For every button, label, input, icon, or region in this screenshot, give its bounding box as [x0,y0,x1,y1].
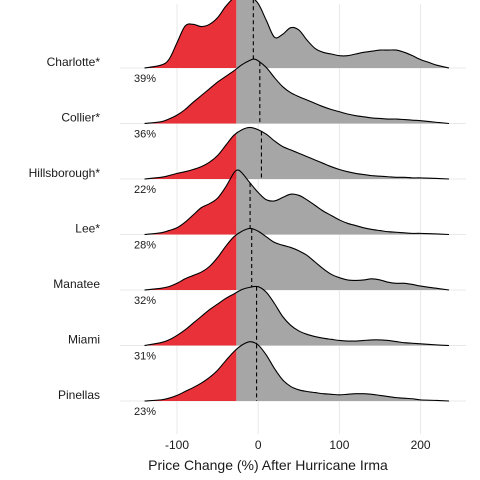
ridge-area-below-0 [144,0,237,68]
x-tick-label-100: 100 [329,438,349,452]
percent-label-6: 23% [134,406,156,418]
x-tick-label--100: -100 [165,438,189,452]
percent-label-2: 22% [134,184,156,196]
ridge-area-below-2 [144,133,237,179]
percent-label-0: 39% [134,73,156,85]
county-label-3: Lee* [75,222,100,236]
ridge-outline-0 [144,0,450,69]
ridge-0 [144,0,450,69]
ridge-6 [144,341,450,402]
county-labels: Charlotte* 39% Collier* 36% Hillsborough* 22%… [29,55,157,418]
ridge-area-below-6 [144,349,237,401]
ridge-area-above-4 [236,228,450,290]
county-label-4: Manatee [53,277,100,291]
ridge-outline-1 [144,58,450,125]
ridge-2 [144,126,450,180]
ridge-1 [144,58,450,125]
x-axis-title: Price Change (%) After Hurricane Irma [148,457,388,473]
percent-label-4: 32% [134,295,156,307]
ridge-outline-5 [144,285,450,347]
ridge-area-above-2 [236,127,450,179]
ridge-3 [144,169,450,236]
ridge-outline-4 [144,227,450,291]
ridge-5 [144,285,450,347]
county-label-0: Charlotte* [47,55,101,69]
ridge-area-above-0 [236,0,450,68]
ridge-area-above-3 [236,170,450,235]
county-label-2: Hillsborough* [29,166,101,180]
percent-label-1: 36% [134,129,156,141]
ridge-area-below-5 [144,292,237,346]
ridges [144,0,450,402]
county-label-6: Pinellas [58,388,100,402]
percent-label-3: 28% [134,240,156,252]
county-label-1: Collier* [61,111,100,125]
x-tick-label-0: 0 [255,438,262,452]
x-axis-ticks: -100 0 100 200 [165,438,431,452]
ridge-area-below-1 [144,68,237,124]
ridge-area-above-5 [236,286,450,346]
x-tick-label-200: 200 [411,438,431,452]
ridge-outline-3 [144,169,450,236]
ridge-area-below-4 [144,234,237,290]
ridge-4 [144,227,450,291]
ridge-outline-6 [144,341,450,402]
ridge-outline-2 [144,126,450,180]
county-label-5: Miami [68,333,100,347]
ridge-area-above-1 [236,59,450,124]
percent-label-5: 31% [134,351,156,363]
ridge-area-below-3 [144,170,237,235]
